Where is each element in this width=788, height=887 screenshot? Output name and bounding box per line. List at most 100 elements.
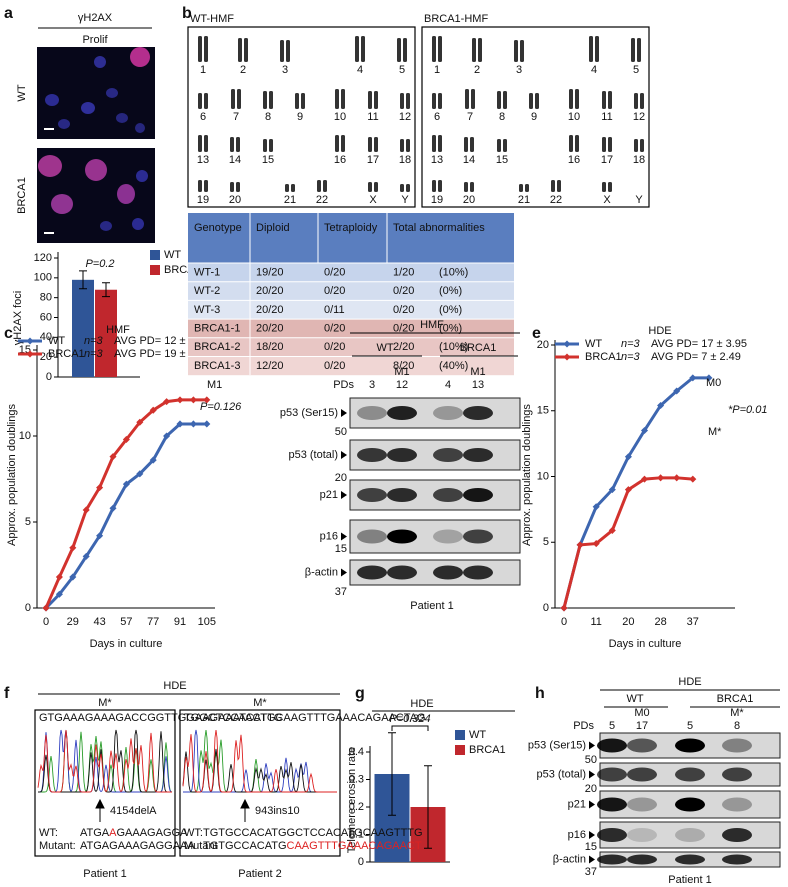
y-tick-label: 40 [40,331,52,343]
nucleus [135,123,145,133]
chromosome-label: 21 [284,194,296,206]
legend-swatch [455,730,465,740]
point [163,398,171,406]
chromosome [230,182,234,192]
patient-label: Patient 2 [238,868,281,880]
group-label: WT [626,693,643,705]
table-cell: WT-3 [194,304,220,316]
chromatogram-box [179,709,341,857]
nucleus [100,221,112,231]
point [640,426,649,435]
chromosome [637,38,641,62]
chromosome-label: 4 [357,64,363,76]
band [722,828,752,842]
chromosome [286,40,290,62]
point [657,401,665,410]
x-tick-label: 29 [67,616,79,628]
point [96,532,104,540]
band [627,797,657,812]
chromosome [575,135,579,152]
band [357,565,387,580]
point [673,474,681,482]
sequence-segment: TGTGCCACATG [203,840,287,852]
table-cell: (0%) [439,285,462,297]
annotation: M1 [207,379,222,391]
chromosome-label: 7 [233,111,239,123]
chromosome [317,180,321,192]
row-arrow [589,855,595,864]
chromosome [335,89,339,109]
mw-marker: 15 [335,543,347,555]
y-tick-label: 100 [34,272,52,284]
band [387,529,417,544]
mw-marker: 20 [585,783,597,795]
band [463,448,493,462]
chromosome [406,93,410,109]
legend-note: AVG PD= 7 ± 2.49 [651,351,741,363]
panel-letter: b [182,5,192,22]
chromosome [525,184,529,192]
chromosome [432,36,436,62]
lane-pd: 3 [369,379,375,391]
sequence: TGTGCCACATGCAAGTTTGAAACAGAACT [203,840,422,852]
chromosome-label: 6 [200,111,206,123]
lane-pd: 5 [609,720,615,732]
row-label: p16 [320,530,338,542]
chromosome [237,89,241,109]
table-cell: 0/20 [324,323,345,335]
chromosome-label: 7 [467,111,473,123]
mw-marker: 20 [335,472,347,484]
chromosome [520,40,524,62]
table-cell: 0/20 [393,285,414,297]
point [608,486,616,494]
row-label: p53 (total) [288,449,338,461]
error-bar [388,732,396,816]
legend-note: n=3 [621,351,641,363]
chromosome [368,91,372,109]
table-cell: 12/20 [256,360,284,372]
nucleus [106,88,118,98]
chromosome [432,180,436,192]
point [673,387,681,395]
table-cell: (0%) [439,304,462,316]
chromosome [438,36,442,62]
x-tick-label: 20 [622,616,634,628]
chromosome [519,184,523,192]
y-tick-label: 0.1 [349,828,364,840]
y-tick-label: 0 [358,856,364,868]
chromosome [204,93,208,109]
chromosome [503,91,507,109]
legend-note: n=3 [621,338,641,350]
chromosome [301,93,305,109]
chromosome [438,135,442,152]
y-tick-label: 120 [34,252,52,264]
chromosome-label: 9 [297,111,303,123]
x-tick-label: 91 [174,616,186,628]
chromosome [204,135,208,152]
chromosome [464,137,468,152]
chromosome [589,36,593,62]
point [163,432,171,440]
point [657,474,665,482]
nucleus [85,159,107,181]
series-line [562,376,709,609]
series-line [44,422,207,610]
nucleus [45,94,59,106]
band [627,767,657,782]
chromosome [198,36,202,62]
table-cell: (10%) [439,266,468,278]
nucleus [94,56,106,68]
band [463,406,493,420]
chromosome [595,36,599,62]
chromosome [204,36,208,62]
band [433,529,463,544]
chromosome-label: 14 [229,154,241,166]
x-tick-label: 0 [561,616,567,628]
chromosome-label: 20 [229,194,241,206]
chromosome [602,91,606,109]
legend-label: WT [585,338,602,350]
chromosome [374,137,378,152]
point [689,374,697,382]
legend-label: WT [48,335,65,347]
